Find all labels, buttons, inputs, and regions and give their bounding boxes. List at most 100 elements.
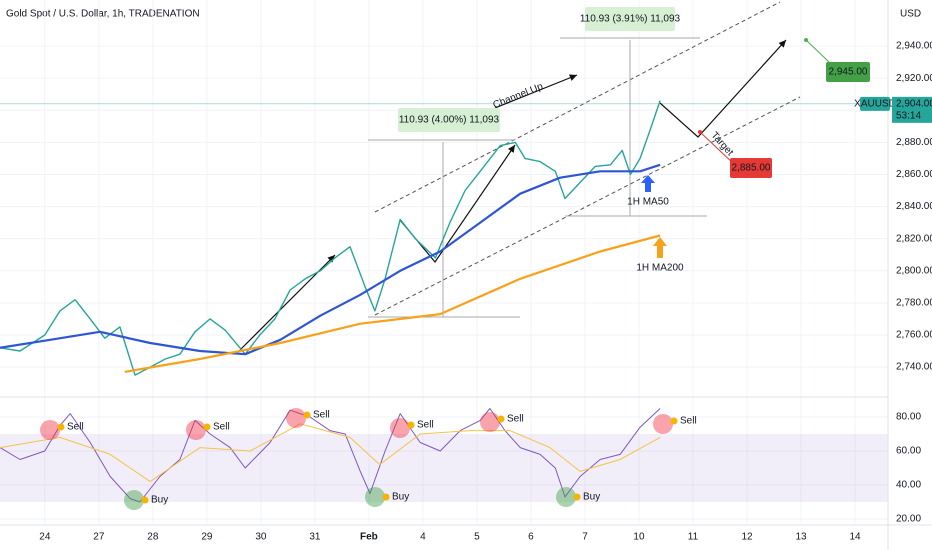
drawing-path — [494, 74, 578, 109]
axis-unit: USD — [900, 9, 921, 20]
target-box — [826, 62, 870, 82]
signal-circle — [365, 487, 385, 507]
signal-circle — [40, 420, 60, 440]
signal-hand — [303, 411, 311, 419]
x-tick-label: 6 — [528, 532, 534, 543]
arrow-head — [508, 145, 515, 153]
grid — [0, 0, 888, 525]
measure-label: 110.93 (4.00%) 11,093 — [399, 115, 500, 126]
x-tick-label: 27 — [93, 532, 105, 543]
x-tick-label: 29 — [201, 532, 213, 543]
series-line — [0, 423, 661, 483]
x-tick-label: 30 — [255, 532, 267, 543]
x-tick-label: 28 — [147, 532, 159, 543]
measure-box — [398, 108, 500, 132]
signal-hand — [203, 423, 211, 431]
drawing-path — [699, 131, 736, 166]
ma200-label: 1H MA200 — [636, 263, 684, 274]
y-tick-label: 2,840.00 — [896, 201, 932, 212]
ma50-arrow — [641, 175, 655, 192]
series-line — [0, 100, 661, 376]
signal-label: Sell — [417, 420, 434, 431]
series-line — [0, 408, 661, 503]
signal-hand — [497, 415, 505, 423]
signal-hand — [407, 421, 415, 429]
x-tick-label: 13 — [795, 532, 807, 543]
y-tick-label: 60.00 — [896, 446, 921, 457]
x-tick-label: 4 — [420, 532, 426, 543]
signal-circle — [186, 420, 206, 440]
signal-circle — [124, 490, 144, 510]
overlays: 110.93 (4.00%) 11,093 110.93 (3.91%) 11,0… — [40, 7, 870, 510]
x-tick-label: 7 — [582, 532, 588, 543]
arrow-head — [778, 40, 786, 48]
x-tick-label: 31 — [309, 532, 321, 543]
rsi-band — [0, 434, 888, 503]
signal-label: Buy — [583, 492, 600, 503]
signal-circle — [286, 408, 306, 428]
drawing-path — [659, 39, 787, 138]
signal-label: Sell — [213, 422, 230, 433]
x-tick-label: 11 — [688, 532, 699, 543]
chart-title: Gold Spot / U.S. Dollar, 1h, TRADENATION — [6, 9, 200, 20]
price-label: 2,904.00 — [896, 98, 932, 109]
y-tick-label: 2,820.00 — [896, 233, 932, 244]
series-line — [0, 163, 661, 356]
series-line — [124, 234, 661, 373]
x-tick-label: 14 — [849, 532, 861, 543]
signal-label: Sell — [507, 414, 524, 425]
y-tick-label: 2,880.00 — [896, 137, 932, 148]
y-tick-label: 20.00 — [896, 514, 921, 525]
x-tick-label: Feb — [360, 532, 378, 543]
y-tick-label: 2,940.00 — [896, 41, 932, 52]
signal-hand — [57, 423, 65, 431]
measure-label: 110.93 (3.91%) 11,093 — [580, 14, 681, 25]
symbol-label: XAUUSD — [854, 98, 896, 109]
data-layer — [0, 100, 661, 503]
signal-circle — [480, 412, 500, 432]
target-box — [730, 158, 772, 178]
target-point — [698, 130, 702, 134]
signal-label: Sell — [680, 416, 697, 427]
signal-label: Buy — [151, 495, 168, 506]
signal-hand — [670, 417, 678, 425]
measure-box — [585, 7, 675, 31]
signal-circle — [390, 418, 410, 438]
signal-hand — [141, 496, 149, 504]
band-layer — [0, 434, 888, 503]
signal-label: Buy — [392, 492, 409, 503]
countdown: 53:14 — [896, 110, 921, 121]
arrow-head — [569, 74, 577, 81]
y-tick-label: 2,860.00 — [896, 169, 932, 180]
signal-circle — [653, 414, 673, 434]
signal-hand — [382, 493, 390, 501]
arrow-head — [327, 255, 335, 263]
drawing-path — [805, 39, 831, 64]
drawing-line — [374, 1, 781, 213]
x-tick-label: 24 — [39, 532, 51, 543]
y-tick-label: 2,800.00 — [896, 265, 932, 276]
y-tick-label: 80.00 — [896, 412, 921, 423]
x-tick-label: 5 — [474, 532, 480, 543]
y-tick-label: 2,920.00 — [896, 73, 932, 84]
signal-label: Sell — [67, 422, 84, 433]
symbol-tag — [860, 96, 890, 111]
signal-circle — [556, 487, 576, 507]
signal-hand — [573, 493, 581, 501]
y-tick-label: 2,740.00 — [896, 362, 932, 373]
x-tick-label: 10 — [633, 532, 645, 543]
target-value: 2,945.00 — [829, 67, 868, 78]
target-point — [804, 38, 808, 42]
ma50-label: 1H MA50 — [627, 197, 669, 208]
y-tick-label: 2,760.00 — [896, 330, 932, 341]
signal-label: Sell — [313, 410, 330, 421]
drawing-line — [374, 96, 801, 316]
price-tag — [892, 96, 932, 123]
target-value: 2,885.00 — [732, 163, 771, 174]
ma200-arrow — [653, 237, 667, 258]
y-tick-label: 2,780.00 — [896, 298, 932, 309]
y-tick-label: 40.00 — [896, 480, 921, 491]
x-tick-label: 12 — [741, 532, 753, 543]
